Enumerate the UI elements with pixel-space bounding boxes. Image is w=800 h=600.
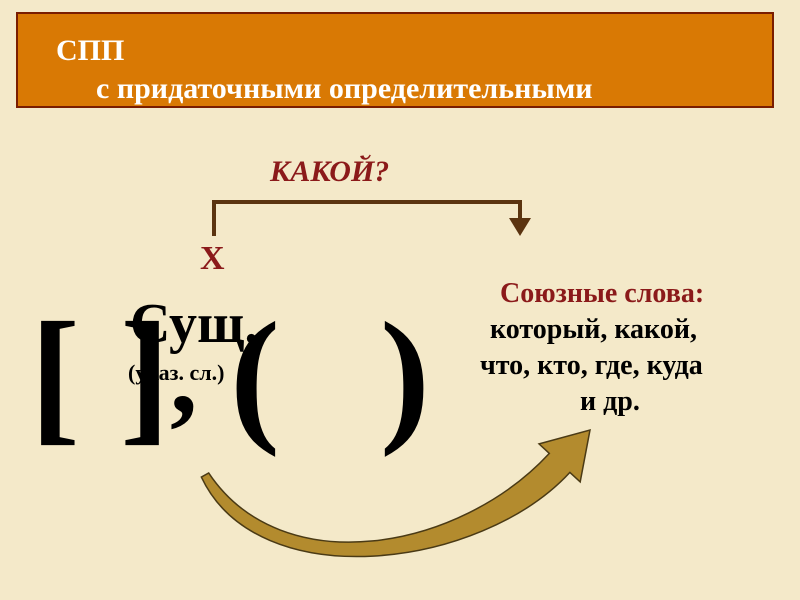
header-box: СПП с придаточными определительными (16, 12, 774, 108)
open-square-bracket: [ (30, 300, 80, 450)
close-square-bracket: ] (120, 300, 170, 450)
question-label: КАКОЙ? (270, 155, 389, 189)
union-words-line-3: и др. (580, 386, 640, 418)
close-paren: ) (380, 300, 430, 450)
x-marker: Х (200, 240, 225, 278)
union-words-line-1: который, какой, (490, 314, 697, 346)
header-line-2: с придаточными определительными (96, 72, 593, 106)
open-paren: ( (230, 300, 280, 450)
union-words-title: Союзные слова: (500, 278, 704, 310)
union-words-line-2: что, кто, где, куда (480, 350, 703, 382)
schema-comma: , (170, 320, 198, 430)
header-line-1: СПП (56, 34, 124, 68)
